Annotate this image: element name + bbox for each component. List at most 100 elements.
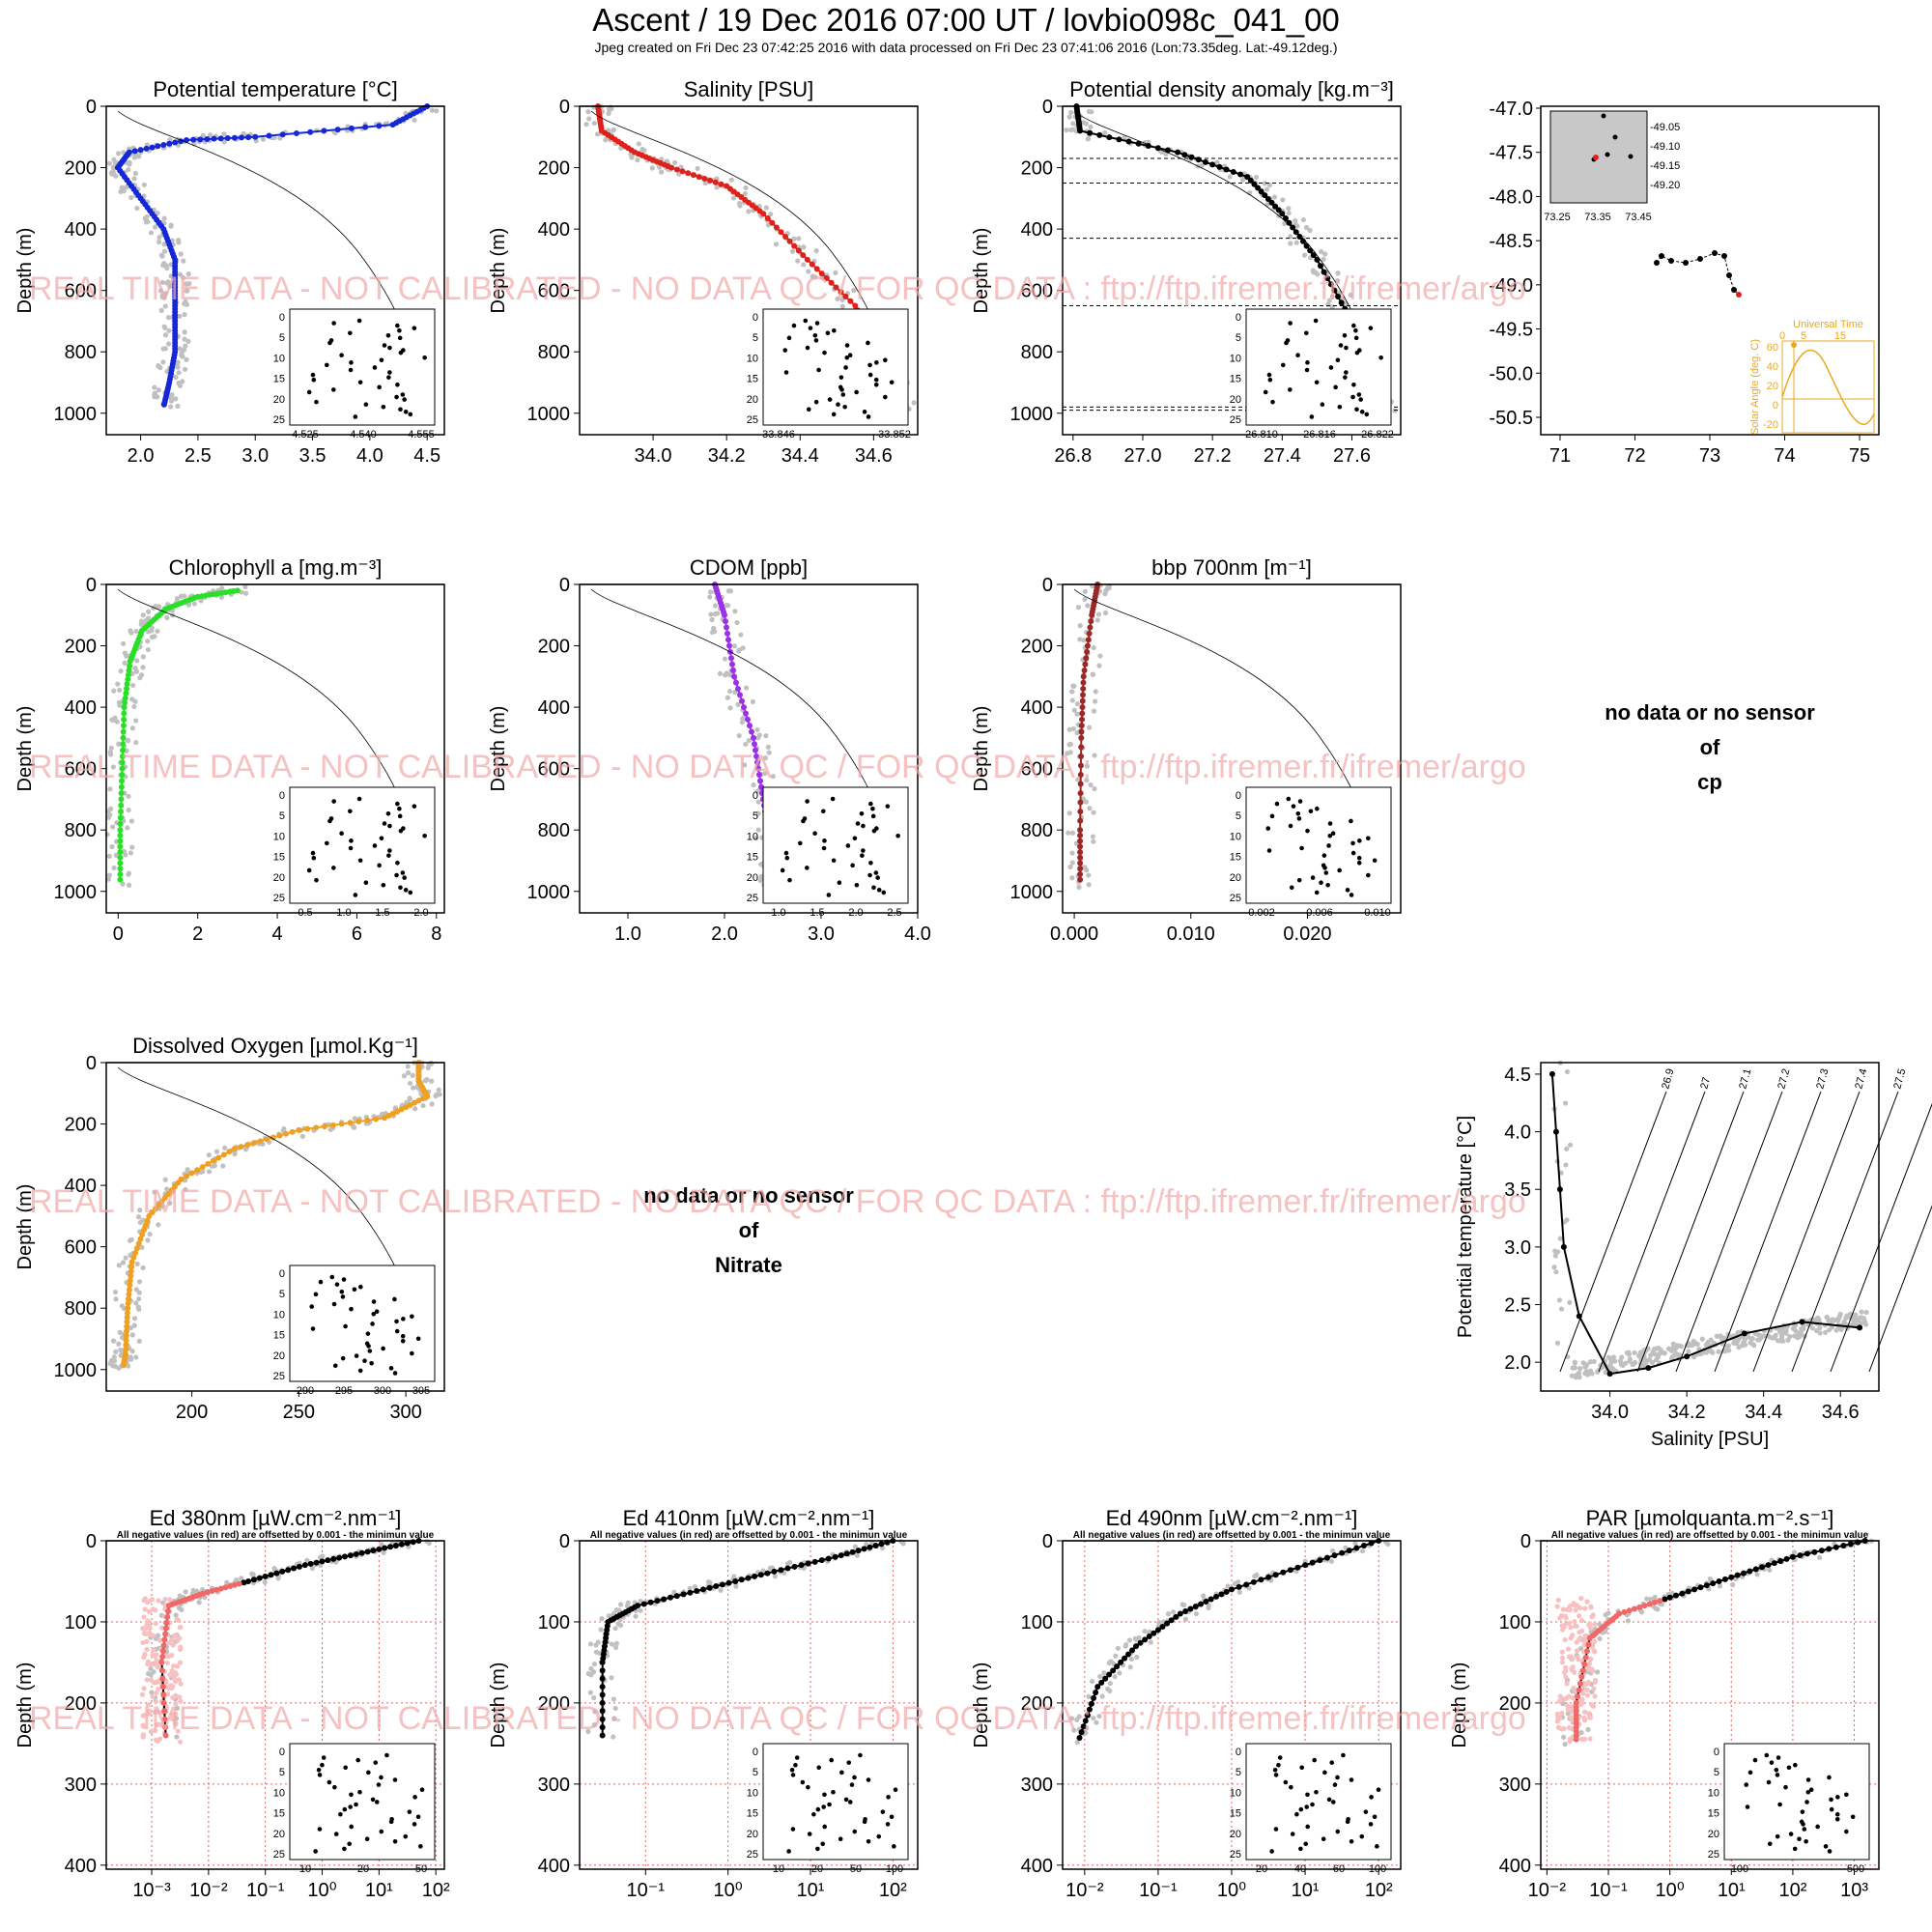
y-tick-label: 1000 bbox=[54, 1360, 98, 1381]
profile-point bbox=[1255, 185, 1262, 191]
history-point bbox=[1083, 799, 1089, 805]
history-point bbox=[1071, 707, 1077, 713]
negative-history-point bbox=[1563, 1695, 1569, 1702]
history-point bbox=[659, 169, 665, 175]
inset-point bbox=[386, 853, 391, 858]
profile-point bbox=[687, 1589, 694, 1596]
y-tick-label: 400 bbox=[65, 697, 97, 719]
inset-point bbox=[883, 394, 888, 400]
history-point bbox=[173, 1612, 179, 1618]
history-point bbox=[609, 1675, 614, 1681]
inset-y-tick-label: 15 bbox=[1708, 1808, 1719, 1820]
inset-point bbox=[392, 1777, 398, 1782]
inset-point bbox=[803, 318, 809, 324]
history-point bbox=[724, 695, 730, 700]
inset-point bbox=[1834, 1811, 1840, 1817]
history-point bbox=[132, 170, 138, 177]
profile-point bbox=[690, 172, 696, 179]
profile-point bbox=[194, 1167, 201, 1174]
inset-point bbox=[1330, 831, 1336, 836]
x-tick-label: 10⁻¹ bbox=[246, 1880, 285, 1901]
inset-point bbox=[1326, 1797, 1332, 1803]
negative-history-point bbox=[1557, 1715, 1563, 1721]
inset-point bbox=[816, 367, 821, 373]
history-point bbox=[585, 109, 591, 115]
history-point bbox=[164, 1186, 170, 1192]
history-point bbox=[1236, 1589, 1242, 1595]
solar-time-tick: 0 bbox=[1779, 330, 1785, 342]
inset-point bbox=[783, 850, 789, 856]
history-point bbox=[707, 589, 714, 595]
profile-point bbox=[137, 147, 144, 154]
negative-history-point bbox=[1591, 1686, 1597, 1691]
inset-point bbox=[357, 1789, 362, 1795]
profile-point bbox=[747, 723, 753, 729]
inset-point bbox=[1800, 1809, 1805, 1814]
ts-profile-point bbox=[1556, 1186, 1563, 1193]
inset-point bbox=[1272, 1768, 1278, 1773]
history-point bbox=[1092, 753, 1097, 758]
inset-point bbox=[310, 850, 316, 856]
inset-point bbox=[1312, 1757, 1317, 1763]
history-point bbox=[588, 1665, 594, 1672]
profile-point bbox=[252, 133, 259, 140]
inset-x-tick-label: 20 bbox=[1256, 1863, 1267, 1875]
x-tick-label: 10⁻² bbox=[1528, 1880, 1567, 1901]
inset-point bbox=[354, 1802, 358, 1807]
inset-point bbox=[1766, 1779, 1772, 1785]
profile-point bbox=[1093, 1689, 1099, 1695]
inset-point bbox=[387, 345, 392, 351]
inset-point bbox=[1349, 1777, 1354, 1782]
profile-point bbox=[751, 734, 756, 741]
inset-y-tick-label: 0 bbox=[753, 790, 758, 802]
profile-point bbox=[1578, 1674, 1585, 1681]
negative-note: All negative values (in red) are offsett… bbox=[1551, 1530, 1869, 1541]
inset-point bbox=[1321, 853, 1327, 858]
inset-point bbox=[1744, 1782, 1749, 1787]
history-point bbox=[737, 203, 743, 209]
inset-point bbox=[1350, 840, 1355, 846]
solar-frame bbox=[1781, 340, 1875, 434]
x-tick-label: 10⁰ bbox=[714, 1880, 743, 1901]
profile-point bbox=[1765, 1562, 1772, 1569]
isopycnal-label: 27.4 bbox=[1853, 1067, 1869, 1091]
profile-point bbox=[1697, 1584, 1704, 1591]
x-tick-label: 10⁻¹ bbox=[1139, 1880, 1178, 1901]
ts-history-point bbox=[1716, 1349, 1721, 1354]
profile-point bbox=[325, 1557, 331, 1564]
history-point bbox=[738, 632, 744, 638]
inset-point bbox=[866, 414, 871, 419]
no-data-line: no data or no sensor bbox=[1605, 700, 1815, 724]
profile-point bbox=[127, 1277, 133, 1284]
history-point bbox=[407, 1080, 413, 1087]
inset-point bbox=[400, 870, 406, 875]
history-point bbox=[732, 609, 738, 614]
ts-history-point bbox=[1689, 1342, 1694, 1349]
history-point bbox=[145, 646, 151, 653]
profile-point bbox=[1258, 1577, 1264, 1583]
history-point bbox=[180, 274, 186, 280]
profile-point bbox=[1082, 661, 1089, 668]
inset-point bbox=[1356, 861, 1362, 866]
inset-point bbox=[812, 333, 818, 338]
history-point bbox=[744, 685, 750, 691]
history-point bbox=[1095, 611, 1101, 617]
inset-point bbox=[366, 1344, 371, 1349]
ts-y-tick-label: 4.0 bbox=[1504, 1122, 1531, 1144]
inset-point bbox=[1359, 1833, 1365, 1839]
chart-title: Ed 490nm [µW.cm⁻².nm⁻¹] bbox=[1106, 1506, 1358, 1530]
history-point bbox=[789, 248, 796, 254]
profile-point bbox=[245, 134, 252, 141]
history-point bbox=[615, 1621, 621, 1627]
profile-point bbox=[336, 1554, 343, 1561]
ts-history-point bbox=[1747, 1340, 1753, 1346]
profile-point bbox=[264, 1136, 270, 1143]
profile-point bbox=[599, 1675, 606, 1682]
history-point bbox=[806, 269, 811, 274]
profile-point bbox=[1077, 866, 1084, 872]
profile-point bbox=[224, 135, 231, 142]
ts-history-point bbox=[1790, 1325, 1796, 1331]
history-point bbox=[129, 844, 135, 850]
profile-point bbox=[220, 1151, 227, 1158]
history-point bbox=[810, 273, 815, 279]
